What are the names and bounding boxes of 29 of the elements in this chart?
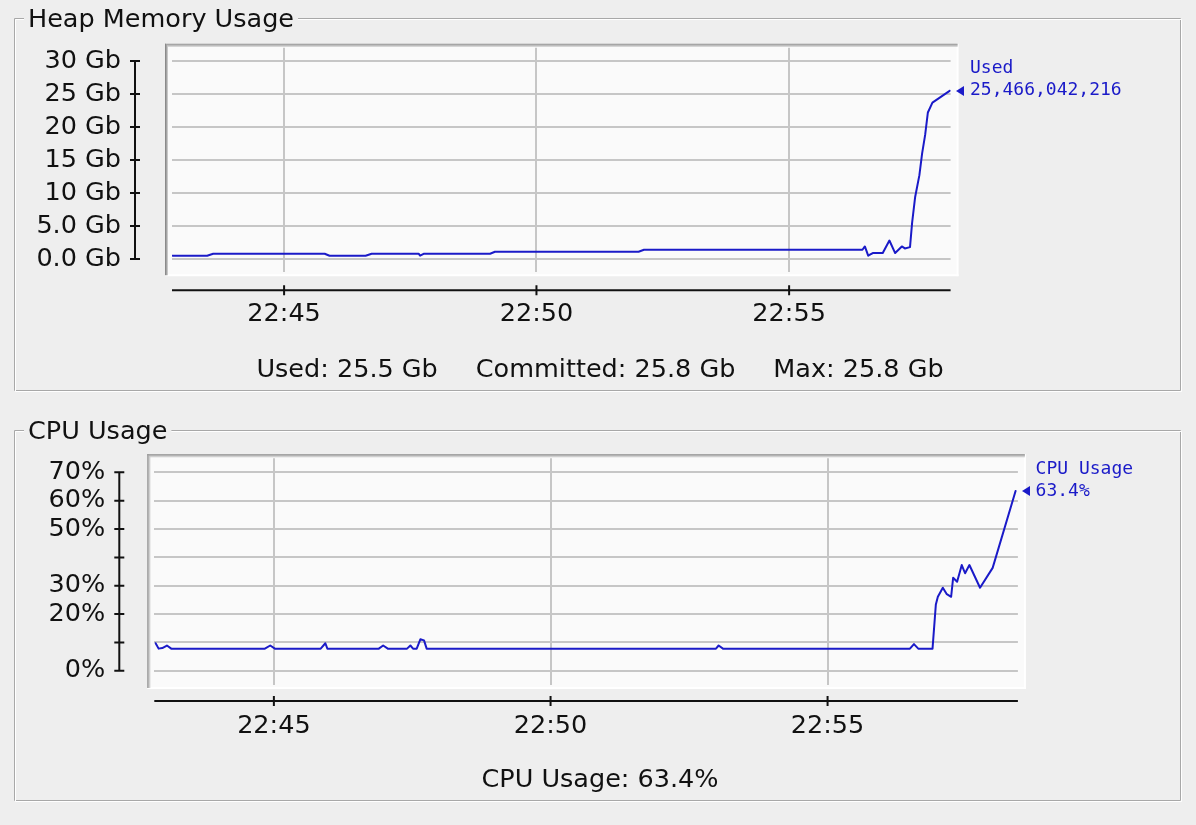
data-label: 63.4% <box>1035 478 1090 500</box>
series-label: CPU Usage <box>1035 456 1134 478</box>
y-tick-label: 20% <box>48 596 106 627</box>
y-tick-label: 60% <box>48 483 106 514</box>
annotation: 25,466,042,216 <box>969 78 1122 100</box>
chart-title: CPU Usage <box>28 414 168 445</box>
y-tick-label: 30 Gb <box>44 43 121 74</box>
chart-title: Heap Memory Usage <box>28 2 295 33</box>
y-tick-label: 70% <box>48 454 106 485</box>
text: Max: 25.8 Gb <box>773 352 944 383</box>
y-tick-label: 0% <box>64 653 106 684</box>
text: Used: 25.5 Gb <box>256 352 438 383</box>
x-tick-label: 22:55 <box>752 297 826 328</box>
y-tick-label: 50% <box>48 511 106 542</box>
y-tick-label: 30% <box>48 568 106 599</box>
text: CPU Usage: 63.4% <box>481 762 719 793</box>
x-tick-label: 22:45 <box>237 708 311 739</box>
y-tick-label: 10 Gb <box>44 175 121 206</box>
x-tick-label: 22:50 <box>499 297 574 328</box>
series-label: Used <box>969 56 1014 78</box>
x-tick-label: 22:50 <box>513 708 588 739</box>
x-tick-label: 22:55 <box>790 708 865 739</box>
y-tick-label: 25 Gb <box>44 76 121 107</box>
text: Committed: 25.8 Gb <box>475 352 736 383</box>
x-tick-label: 22:45 <box>247 297 321 328</box>
y-tick-label: 15 Gb <box>44 142 121 173</box>
y-tick-label: 5.0 Gb <box>36 208 121 239</box>
y-tick-label: 20 Gb <box>44 109 121 140</box>
y-tick-label: 0.0 Gb <box>36 241 121 272</box>
